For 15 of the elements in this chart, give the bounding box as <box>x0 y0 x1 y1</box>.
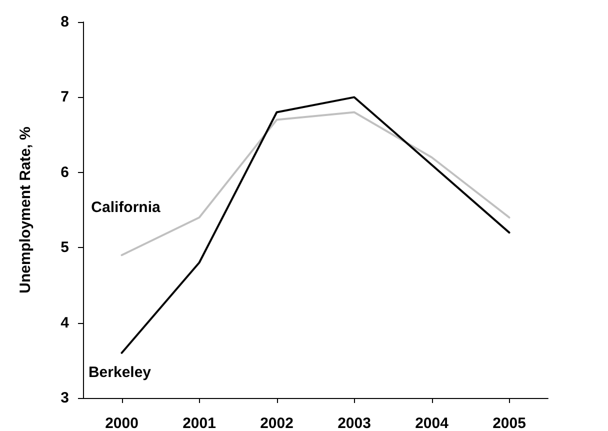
y-tick-label: 6 <box>60 164 69 181</box>
x-tick-label: 2003 <box>338 415 371 431</box>
y-tick-label: 8 <box>60 14 69 30</box>
x-tick-label: 2001 <box>182 415 216 431</box>
x-tick-label: 2000 <box>105 415 138 431</box>
y-tick-label: 5 <box>60 239 69 256</box>
y-tick-label: 3 <box>60 390 69 406</box>
x-tick-label: 2004 <box>415 415 450 431</box>
y-tick-label: 4 <box>60 314 70 332</box>
x-tick-label: 2002 <box>260 415 294 431</box>
series-label: California <box>91 199 161 216</box>
x-tick-label: 2005 <box>492 415 526 431</box>
y-tick-label: 7 <box>60 88 69 106</box>
y-axis-title: Unemployment Rate, % <box>17 126 34 294</box>
series-label: Berkeley <box>88 364 152 381</box>
